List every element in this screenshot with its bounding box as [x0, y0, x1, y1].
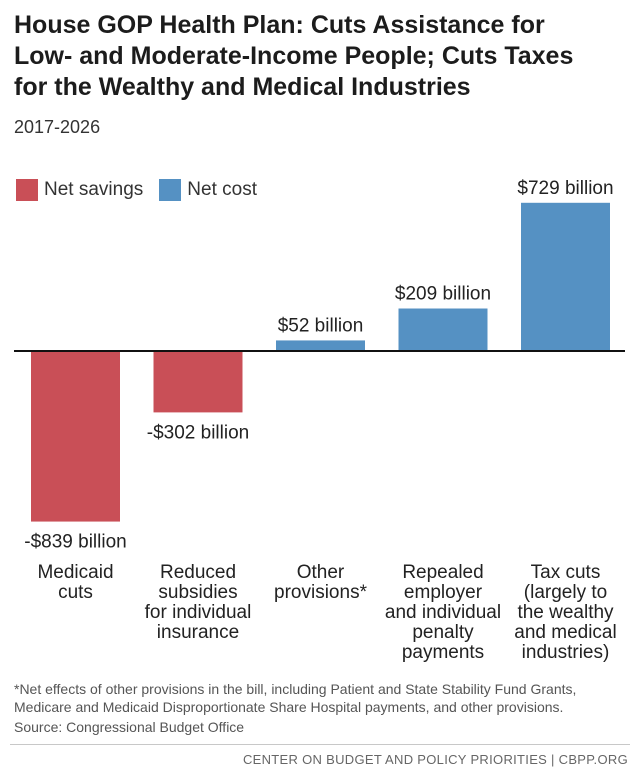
chart-title: House GOP Health Plan: Cuts Assistance f…	[14, 11, 574, 101]
bar-4	[398, 308, 488, 351]
data-label-5: $729 billion	[517, 178, 613, 199]
bar-1	[31, 351, 120, 522]
bar-5	[521, 202, 610, 351]
category-label-3: Other provisions*	[274, 562, 368, 603]
legend-swatch-cost	[159, 179, 182, 201]
bar-2	[153, 351, 243, 413]
footer-divider	[10, 744, 630, 745]
source-note: Source: Congressional Budget Office	[14, 719, 245, 735]
bar-3	[276, 340, 365, 351]
bar-chart: -$839 billion Medicaid cuts -$302 billion Re…	[14, 178, 625, 663]
category-label-4: Repealed employer and individual penalty pay…	[385, 562, 501, 663]
category-label-1: Medicaid cuts	[37, 562, 113, 603]
category-label-2: Reduced subsidies for individual insurance	[145, 562, 252, 643]
data-label-4: $209 billion	[395, 284, 491, 305]
legend-item-cost: Net cost	[159, 179, 257, 201]
legend-swatch-savings	[16, 179, 38, 201]
organization-credit: CENTER ON BUDGET AND POLICY PRIORITIES |…	[242, 752, 628, 767]
legend: Net savings Net cost	[16, 179, 273, 201]
legend-item-savings: Net savings	[16, 179, 143, 201]
data-label-1: -$839 billion	[24, 532, 126, 553]
category-label-5: Tax cuts (largely to the wealthy and medica…	[514, 562, 616, 663]
data-label-3: $52 billion	[278, 315, 364, 336]
chart-subtitle: 2017-2026	[14, 117, 101, 137]
footnote: *Net effects of other provisions in the …	[14, 681, 577, 715]
legend-label-cost: Net cost	[187, 179, 257, 200]
data-label-2: -$302 billion	[147, 422, 249, 443]
legend-label-savings: Net savings	[44, 179, 144, 200]
